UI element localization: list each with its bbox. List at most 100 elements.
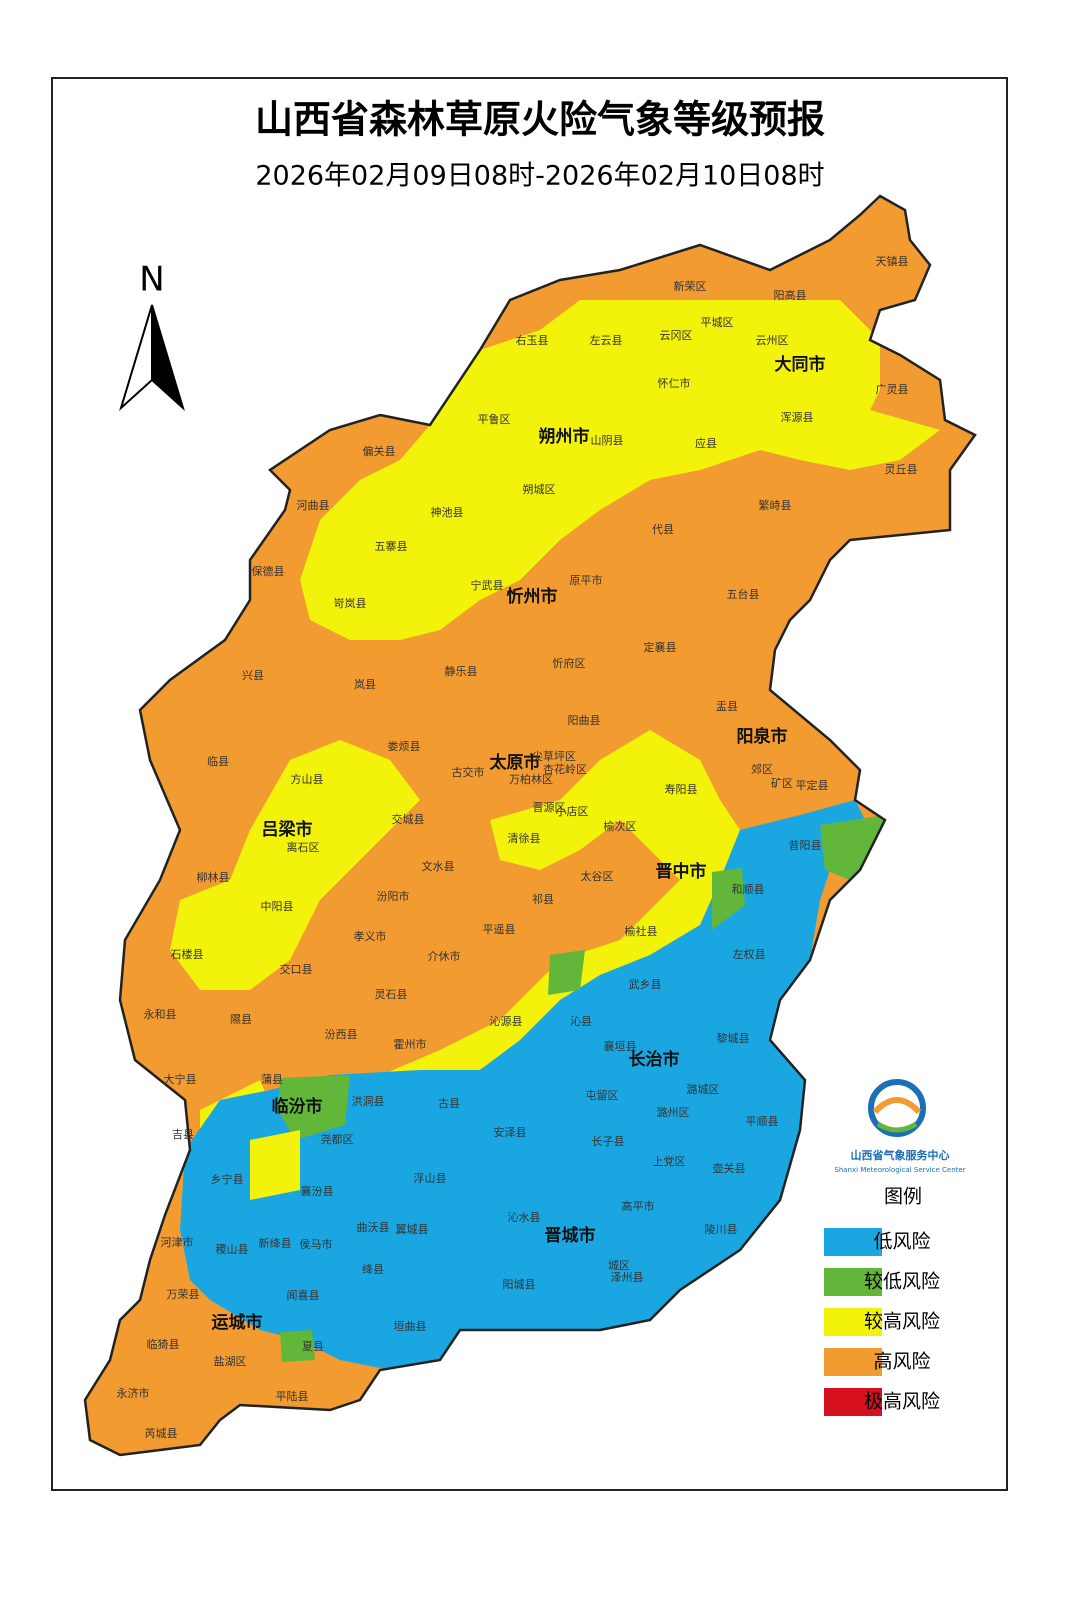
- county-label: 岚县: [354, 678, 376, 691]
- county-label: 阳城县: [503, 1278, 536, 1291]
- legend-label: 极高风险: [864, 1391, 940, 1413]
- legend-swatch: [824, 1388, 882, 1416]
- city-label: 大同市: [775, 354, 826, 375]
- county-label: 和顺县: [732, 883, 765, 896]
- county-label: 右玉县: [516, 333, 549, 347]
- city-label: 临汾市: [272, 1096, 323, 1117]
- province-outline: [83, 194, 977, 1457]
- county-label: 沁水县: [508, 1211, 541, 1224]
- subtitle: 2026年02月09日08时-2026年02月10日08时: [255, 161, 824, 192]
- county-label: 平鲁区: [478, 412, 511, 426]
- county-label: 河曲县: [297, 499, 330, 512]
- county-label: 矿区: [771, 777, 793, 790]
- risk-region: [170, 740, 420, 990]
- risk-region: [280, 1330, 315, 1362]
- risk-region: [250, 1130, 300, 1200]
- county-label: 潞州区: [657, 1105, 690, 1119]
- county-label: 永和县: [144, 1007, 177, 1021]
- county-label: 五寨县: [375, 539, 408, 553]
- legend-label: 低风险: [873, 1231, 930, 1253]
- county-label: 原平市: [570, 573, 603, 587]
- county-label: 稷山县: [216, 1243, 249, 1256]
- county-label: 河津市: [161, 1235, 194, 1249]
- county-label: 城区: [608, 1259, 630, 1272]
- county-label: 蒲县: [261, 1072, 283, 1086]
- county-label: 阳曲县: [568, 714, 601, 727]
- city-label: 朔州市: [539, 426, 590, 447]
- north-arrow: N: [119, 260, 185, 412]
- county-label: 大宁县: [164, 1072, 197, 1086]
- county-label: 长子县: [592, 1135, 625, 1148]
- county-label: 平城区: [701, 316, 734, 329]
- county-label: 朔城区: [523, 483, 556, 496]
- county-label: 屯留区: [586, 1089, 619, 1102]
- county-label: 柳林县: [197, 870, 230, 884]
- risk-region: [820, 815, 885, 880]
- county-label: 芮城县: [145, 1426, 178, 1440]
- county-label: 兴县: [242, 669, 264, 682]
- city-label: 晋中市: [656, 861, 707, 882]
- county-label: 祁县: [532, 892, 554, 906]
- legend-swatch: [824, 1308, 882, 1336]
- risk-regions: [83, 194, 977, 1457]
- county-label: 山阴县: [591, 434, 624, 447]
- county-label: 尧都区: [321, 1133, 354, 1146]
- city-label: 运城市: [212, 1312, 263, 1333]
- county-label: 岢岚县: [334, 597, 367, 610]
- county-label: 灵石县: [375, 988, 408, 1001]
- county-label: 陵川县: [705, 1223, 738, 1236]
- county-label: 武乡县: [629, 978, 662, 991]
- county-label: 孝义市: [354, 929, 387, 943]
- county-label: 襄汾县: [301, 1184, 334, 1198]
- county-label: 乡宁县: [211, 1172, 244, 1186]
- city-label: 晋城市: [545, 1225, 596, 1246]
- logo-english: Shanxi Meteorological Service Center: [834, 1166, 965, 1174]
- county-label: 夏县: [302, 1340, 324, 1353]
- county-label: 翼城县: [396, 1223, 429, 1236]
- county-label: 代县: [652, 523, 674, 536]
- county-label: 汾阳市: [377, 889, 410, 903]
- city-label: 太原市: [490, 752, 541, 773]
- title: 山西省森林草原火险气象等级预报: [255, 98, 825, 142]
- county-label: 万柏林区: [509, 772, 553, 786]
- county-label: 潞城区: [687, 1082, 720, 1096]
- county-label: 宁武县: [471, 578, 504, 592]
- county-label: 盂县: [716, 700, 738, 713]
- county-label: 沁源县: [490, 1014, 523, 1028]
- city-label: 吕梁市: [262, 819, 313, 840]
- county-label: 杏花岭区: [543, 762, 587, 776]
- county-label: 万荣县: [167, 1288, 200, 1301]
- county-label: 永济市: [117, 1386, 150, 1400]
- county-label: 闻喜县: [287, 1288, 320, 1302]
- legend-label: 较低风险: [864, 1271, 940, 1293]
- county-label: 榆次区: [604, 819, 637, 833]
- logo-arc: [872, 1097, 922, 1115]
- city-label: 阳泉市: [737, 726, 788, 747]
- city-label: 长治市: [629, 1049, 680, 1070]
- county-label: 汾西县: [325, 1028, 358, 1041]
- risk-region: [370, 730, 740, 1080]
- county-label: 安泽县: [494, 1125, 527, 1139]
- county-label: 清徐县: [508, 831, 541, 845]
- county-label: 新荣区: [674, 279, 707, 293]
- county-label: 广灵县: [876, 383, 909, 396]
- county-label: 盐湖区: [214, 1355, 247, 1368]
- county-label: 云冈区: [660, 329, 693, 342]
- county-label: 曲沃县: [357, 1221, 390, 1234]
- legend-swatch: [824, 1348, 882, 1376]
- risk-region: [278, 1075, 350, 1140]
- county-label: 临县: [207, 754, 229, 768]
- county-label: 古交市: [452, 765, 485, 779]
- county-label: 临猗县: [147, 1337, 180, 1351]
- county-label: 方山县: [291, 772, 324, 786]
- county-label: 侯马市: [300, 1237, 333, 1251]
- county-label: 娄烦县: [388, 740, 421, 753]
- county-label: 泽州县: [611, 1271, 644, 1284]
- county-label: 壶关县: [713, 1161, 746, 1175]
- legend-swatch: [824, 1228, 882, 1256]
- county-label: 平遥县: [483, 923, 516, 936]
- county-label: 新绛县: [259, 1236, 292, 1250]
- county-label: 左云县: [590, 334, 623, 347]
